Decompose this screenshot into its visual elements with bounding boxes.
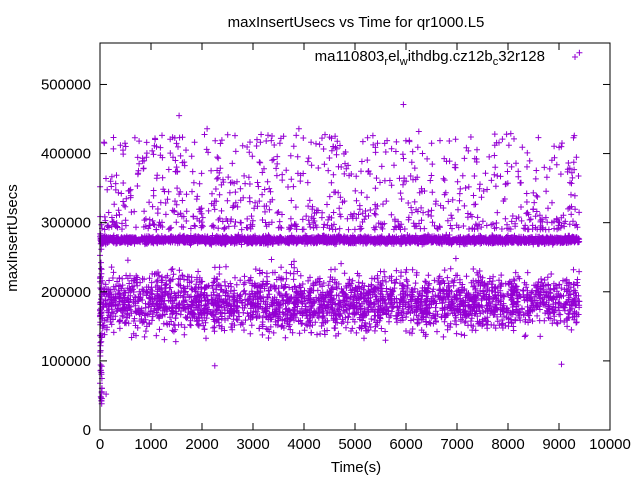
data-point: [360, 240, 367, 247]
